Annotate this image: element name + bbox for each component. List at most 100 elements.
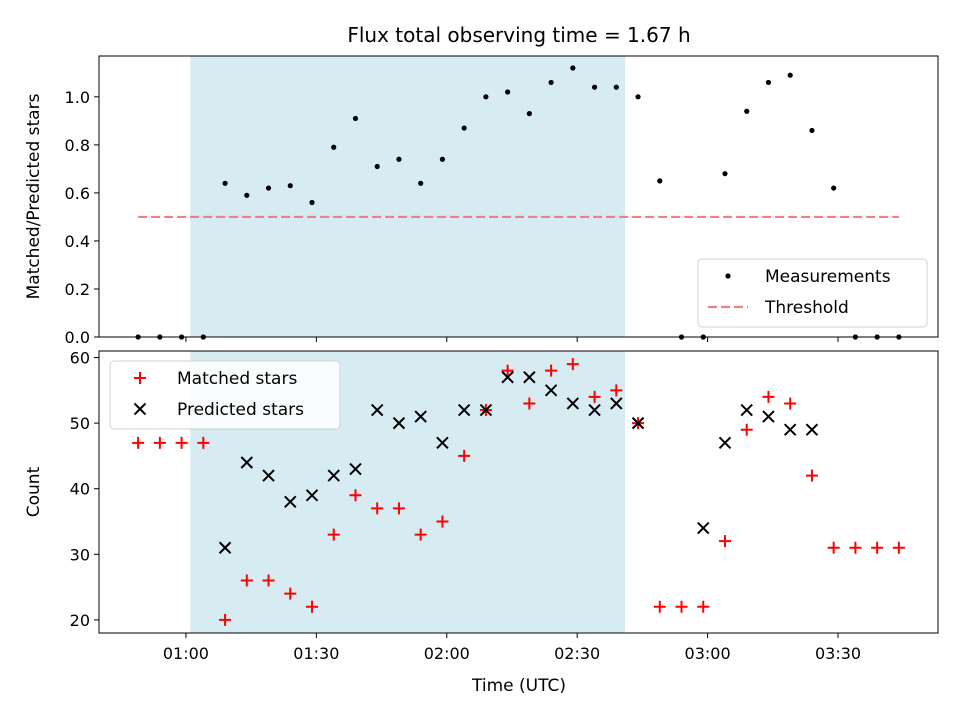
measurement-point-5 xyxy=(244,192,250,198)
measurement-point-22 xyxy=(613,84,619,90)
measurement-point-6 xyxy=(265,185,272,191)
matched-star-point-26 xyxy=(697,600,710,613)
matched-star-point-6 xyxy=(262,574,275,587)
predicted-star-point-22 xyxy=(740,403,753,417)
matched-star-point-22 xyxy=(610,384,623,397)
predicted-star-point-5 xyxy=(327,469,340,482)
measurement-point-30 xyxy=(787,72,793,78)
legend-marker-predicted xyxy=(133,402,147,416)
predicted-star-point-4 xyxy=(305,489,319,502)
legend-0: Measurements Threshold xyxy=(697,258,928,328)
y-tick-label-1-2: 40 xyxy=(70,480,90,499)
x-tick-label-2: 02:00 xyxy=(424,644,470,663)
measurement-point-24 xyxy=(657,178,663,184)
x-tick-label-4: 03:00 xyxy=(685,644,731,663)
measurement-point-12 xyxy=(396,156,402,162)
measurement-point-7 xyxy=(287,183,293,189)
matched-star-point-18 xyxy=(523,397,536,410)
predicted-star-point-23 xyxy=(762,410,775,423)
observing-window-shade xyxy=(190,56,626,337)
matched-star-point-30 xyxy=(784,397,797,410)
matched-star-point-12 xyxy=(392,502,405,515)
measurement-point-19 xyxy=(548,79,554,86)
legend-label-0-0: Measurements xyxy=(765,267,891,287)
matched-star-point-7 xyxy=(284,587,297,600)
predicted-star-point-15 xyxy=(544,384,558,397)
y-tick-label-0-2: 0.4 xyxy=(65,232,90,251)
matched-star-point-27 xyxy=(718,535,731,548)
matched-star-point-17 xyxy=(501,364,514,377)
y-tick-label-0-5: 1.0 xyxy=(65,88,90,107)
matched-star-point-10 xyxy=(349,489,362,502)
matched-star-point-13 xyxy=(414,528,427,541)
x-tick-label-1: 01:30 xyxy=(293,644,339,663)
predicted-star-point-13 xyxy=(501,371,514,384)
legend-marker-matched xyxy=(134,372,146,384)
predicted-star-point-24 xyxy=(783,423,797,436)
y-axis-label-0: Matched/Predicted stars xyxy=(24,93,44,299)
matched-star-point-32 xyxy=(827,541,840,554)
measurement-point-16 xyxy=(483,94,489,100)
predicted-star-point-1 xyxy=(240,456,254,469)
matched-star-point-9 xyxy=(327,528,340,541)
y-tick-label-0-3: 0.6 xyxy=(65,184,90,203)
measurement-point-13 xyxy=(418,180,424,186)
y-tick-label-1-1: 30 xyxy=(70,545,90,564)
matched-star-point-0 xyxy=(132,436,145,449)
y-tick-label-1-3: 50 xyxy=(70,414,90,433)
predicted-star-point-25 xyxy=(805,423,819,436)
matched-star-point-2 xyxy=(175,436,188,449)
predicted-star-point-8 xyxy=(392,416,406,430)
y-tick-label-0-1: 0.2 xyxy=(65,280,90,299)
measurement-point-4 xyxy=(222,180,228,186)
legend-label-0-1: Threshold xyxy=(764,298,849,318)
measurement-point-29 xyxy=(765,79,772,86)
axes-frame-1 xyxy=(98,350,939,634)
count-panel: 20 30 40 50 60 01:00 01:30 02:00 02:30 03:00 03:30… xyxy=(24,349,939,663)
legend-box-0 xyxy=(697,258,928,328)
predicted-star-point-12 xyxy=(479,403,493,417)
x-tick-label-5: 03:30 xyxy=(815,644,861,663)
x-tick-label-3: 02:30 xyxy=(554,644,600,663)
measurement-point-21 xyxy=(591,84,598,90)
y-tick-label-1-4: 60 xyxy=(70,349,90,368)
matched-star-point-11 xyxy=(371,502,384,515)
matched-star-point-20 xyxy=(566,358,579,371)
predicted-star-point-11 xyxy=(457,403,471,417)
predicted-star-point-14 xyxy=(523,371,536,384)
matched-star-point-8 xyxy=(306,600,319,613)
measurement-point-14 xyxy=(439,156,446,162)
measurement-point-10 xyxy=(352,115,359,122)
measurement-point-9 xyxy=(331,144,337,150)
measurement-point-31 xyxy=(809,127,815,134)
measurement-point-17 xyxy=(505,89,511,95)
matched-star-point-5 xyxy=(240,574,253,587)
predicted-star-point-9 xyxy=(414,410,427,423)
predicted-star-point-10 xyxy=(436,436,449,450)
y-tick-label-0-4: 0.8 xyxy=(65,136,90,155)
predicted-star-point-7 xyxy=(371,403,384,417)
ratio-panel: 0.0 0.2 0.4 0.6 0.8 1.0 Matched/Predicted star… xyxy=(24,55,939,347)
legend-marker-measurements xyxy=(725,273,731,279)
measurement-point-20 xyxy=(570,65,576,71)
matched-star-point-24 xyxy=(653,600,666,613)
axes-frame-0 xyxy=(98,55,939,338)
legend-label-1-0: Matched stars xyxy=(177,369,297,389)
matched-star-point-21 xyxy=(588,390,601,403)
matched-star-point-28 xyxy=(740,423,753,436)
predicted-star-point-0 xyxy=(218,541,232,554)
matched-star-point-29 xyxy=(762,390,775,403)
measurement-point-15 xyxy=(461,125,467,131)
y-axis-label-1: Count xyxy=(24,466,44,517)
predicted-star-point-3 xyxy=(284,495,297,509)
measurement-point-32 xyxy=(831,185,837,191)
matched-star-point-15 xyxy=(458,449,471,462)
measurement-point-28 xyxy=(744,108,750,114)
matched-star-point-3 xyxy=(197,436,210,449)
chart-title: Flux total observing time = 1.67 h xyxy=(347,23,690,47)
measurement-point-11 xyxy=(374,163,380,170)
legend-label-1-1: Predicted stars xyxy=(177,400,304,420)
matched-star-point-4 xyxy=(219,613,232,626)
matched-star-point-25 xyxy=(675,600,688,613)
